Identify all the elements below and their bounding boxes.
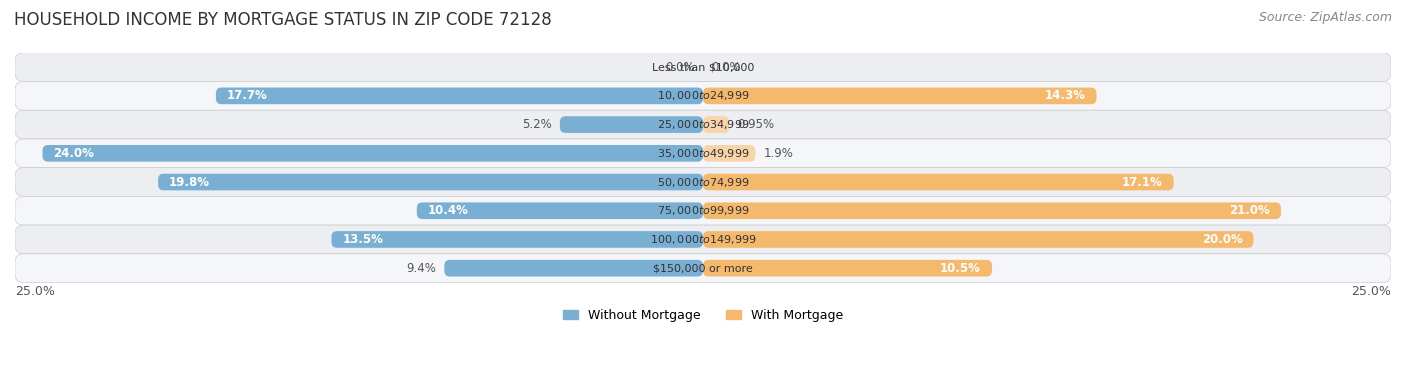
Text: 20.0%: 20.0% — [1202, 233, 1243, 246]
Text: 0.0%: 0.0% — [665, 60, 695, 74]
FancyBboxPatch shape — [416, 202, 703, 219]
Text: $150,000 or more: $150,000 or more — [654, 263, 752, 273]
Text: $75,000 to $99,999: $75,000 to $99,999 — [657, 204, 749, 217]
FancyBboxPatch shape — [703, 116, 730, 133]
Text: 0.0%: 0.0% — [711, 60, 741, 74]
Text: Less than $10,000: Less than $10,000 — [652, 62, 754, 72]
Legend: Without Mortgage, With Mortgage: Without Mortgage, With Mortgage — [558, 304, 848, 327]
Text: 21.0%: 21.0% — [1229, 204, 1270, 217]
FancyBboxPatch shape — [703, 202, 1281, 219]
FancyBboxPatch shape — [703, 145, 755, 162]
FancyBboxPatch shape — [15, 197, 1391, 225]
Text: 10.4%: 10.4% — [427, 204, 468, 217]
Text: HOUSEHOLD INCOME BY MORTGAGE STATUS IN ZIP CODE 72128: HOUSEHOLD INCOME BY MORTGAGE STATUS IN Z… — [14, 11, 551, 29]
Text: 25.0%: 25.0% — [1351, 285, 1391, 298]
FancyBboxPatch shape — [703, 174, 1174, 191]
Text: 14.3%: 14.3% — [1045, 89, 1085, 102]
Text: $25,000 to $34,999: $25,000 to $34,999 — [657, 118, 749, 131]
Text: $50,000 to $74,999: $50,000 to $74,999 — [657, 175, 749, 189]
Text: 10.5%: 10.5% — [941, 262, 981, 275]
FancyBboxPatch shape — [703, 260, 993, 276]
FancyBboxPatch shape — [560, 116, 703, 133]
FancyBboxPatch shape — [15, 82, 1391, 110]
Text: $100,000 to $149,999: $100,000 to $149,999 — [650, 233, 756, 246]
FancyBboxPatch shape — [15, 110, 1391, 139]
Text: 0.95%: 0.95% — [737, 118, 775, 131]
Text: 13.5%: 13.5% — [343, 233, 384, 246]
Text: $35,000 to $49,999: $35,000 to $49,999 — [657, 147, 749, 160]
Text: 9.4%: 9.4% — [406, 262, 436, 275]
Text: 25.0%: 25.0% — [15, 285, 55, 298]
Text: $10,000 to $24,999: $10,000 to $24,999 — [657, 89, 749, 102]
FancyBboxPatch shape — [15, 168, 1391, 197]
Text: 17.7%: 17.7% — [226, 89, 267, 102]
FancyBboxPatch shape — [15, 225, 1391, 254]
FancyBboxPatch shape — [217, 88, 703, 104]
FancyBboxPatch shape — [157, 174, 703, 191]
Text: 5.2%: 5.2% — [522, 118, 551, 131]
FancyBboxPatch shape — [703, 88, 1097, 104]
FancyBboxPatch shape — [703, 231, 1253, 248]
FancyBboxPatch shape — [42, 145, 703, 162]
FancyBboxPatch shape — [332, 231, 703, 248]
FancyBboxPatch shape — [15, 139, 1391, 168]
Text: 1.9%: 1.9% — [763, 147, 793, 160]
Text: 24.0%: 24.0% — [53, 147, 94, 160]
FancyBboxPatch shape — [444, 260, 703, 276]
Text: 19.8%: 19.8% — [169, 175, 209, 189]
FancyBboxPatch shape — [15, 254, 1391, 282]
Text: Source: ZipAtlas.com: Source: ZipAtlas.com — [1258, 11, 1392, 24]
Text: 17.1%: 17.1% — [1122, 175, 1163, 189]
FancyBboxPatch shape — [15, 53, 1391, 82]
